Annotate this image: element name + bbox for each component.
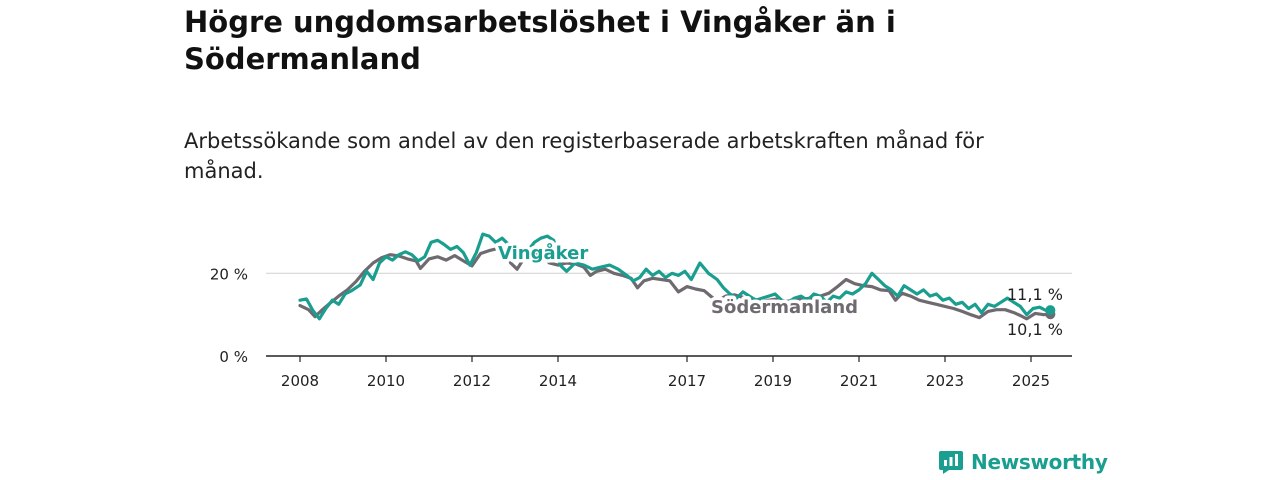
- series-label: Södermanland: [711, 297, 858, 318]
- y-axis-tick-labels: 0 % 20 %: [210, 265, 248, 366]
- newsworthy-chart-bubble-icon: [939, 451, 963, 474]
- x-tick-label: 2012: [453, 372, 491, 390]
- x-tick-label: 2025: [1012, 372, 1050, 390]
- x-axis: 2008 2010 2012 2014 2017 2019 2021 2023 2025: [266, 355, 1072, 390]
- brand-name: Newsworthy: [971, 450, 1108, 474]
- series-line-ving-ker: [298, 232, 1052, 321]
- series-label-halo: Vingåker: [498, 242, 588, 264]
- series-labels: VingåkerVingåkerSödermanlandSödermanland…: [495, 239, 1063, 340]
- x-tick-label: 2021: [840, 372, 878, 390]
- newsworthy-logo: Newsworthy: [938, 449, 1108, 475]
- series-end-point: [1045, 305, 1056, 316]
- end-value-label: 11,1 %: [1007, 285, 1063, 304]
- chart-subtitle: Arbetssökande som andel av den registerb…: [184, 129, 984, 183]
- x-tick-label: 2010: [367, 372, 405, 390]
- x-tick-label: 2008: [281, 372, 319, 390]
- x-tick-label: 2017: [668, 372, 706, 390]
- series-lines: [298, 232, 1056, 321]
- end-value-label: 10,1 %: [1007, 320, 1063, 339]
- y-tick-label: 0 %: [219, 348, 248, 366]
- series-label: Vingåker: [498, 242, 588, 264]
- chart-title: Högre ungdomsarbetslöshet i Vingåker än …: [184, 5, 896, 76]
- x-tick-label: 2023: [926, 372, 964, 390]
- series-line-s-dermanland: [298, 246, 1052, 321]
- x-tick-label: 2014: [539, 372, 577, 390]
- series-label-halo: Södermanland: [711, 297, 858, 318]
- y-tick-label: 20 %: [210, 265, 248, 283]
- x-tick-label: 2019: [754, 372, 792, 390]
